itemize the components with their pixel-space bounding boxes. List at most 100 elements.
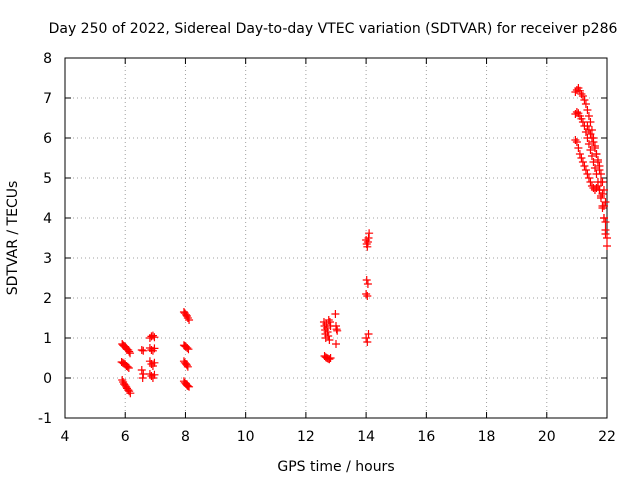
y-tick-label-3: 2 <box>43 291 52 307</box>
data-point-0-109 <box>577 90 586 98</box>
data-point-0-16 <box>118 376 127 384</box>
data-point-0-178 <box>595 162 604 170</box>
data-point-0-111 <box>580 96 589 104</box>
data-point-0-97 <box>365 229 374 238</box>
y-tick-label-0: -1 <box>38 411 52 427</box>
data-point-0-26 <box>139 346 148 355</box>
x-tick-label-4: 12 <box>297 429 315 445</box>
data-point-0-99 <box>363 280 372 288</box>
x-tick-label-5: 14 <box>357 429 375 445</box>
data-point-0-148 <box>603 242 611 250</box>
data-point-0-154 <box>578 158 587 166</box>
data-point-0-180 <box>598 178 607 186</box>
data-point-0-125 <box>601 218 610 226</box>
y-tick-label-8: 7 <box>43 91 52 107</box>
data-point-0-60 <box>182 361 191 370</box>
plot-frame <box>64 57 608 419</box>
y-tick-label-7: 6 <box>43 131 52 147</box>
y-tick-label-5: 4 <box>43 211 52 227</box>
y-tick-label-2: 1 <box>43 331 52 347</box>
data-point-0-179 <box>596 170 605 178</box>
data-point-0-152 <box>575 150 584 158</box>
data-point-0-156 <box>581 166 590 174</box>
data-point-0-33 <box>150 333 159 342</box>
data-point-0-76 <box>324 332 333 340</box>
y-tick-label-9: 8 <box>43 51 52 67</box>
data-point-0-168 <box>599 214 608 222</box>
data-point-0-75 <box>323 328 332 336</box>
x-tick-label-2: 8 <box>181 429 190 445</box>
x-tick-label-7: 18 <box>478 429 496 445</box>
chart-title: Day 250 of 2022, Sidereal Day-to-day VTE… <box>49 21 618 37</box>
data-point-0-153 <box>577 154 586 162</box>
data-point-0-175 <box>590 144 599 152</box>
data-point-0-15 <box>124 364 133 372</box>
data-point-0-61 <box>183 362 192 371</box>
data-point-0-78 <box>325 336 334 344</box>
data-point-0-151 <box>574 144 583 152</box>
data-point-0-86 <box>326 354 335 362</box>
data-point-0-74 <box>322 324 331 332</box>
y-tick-label-1: 0 <box>43 371 52 387</box>
data-point-0-67 <box>185 382 194 391</box>
data-point-0-150 <box>572 138 581 146</box>
data-point-0-170 <box>583 122 592 130</box>
data-point-0-101 <box>363 292 372 300</box>
x-tick-label-8: 20 <box>538 429 556 445</box>
data-point-0-100 <box>362 290 371 298</box>
data-point-0-166 <box>596 192 605 200</box>
data-point-0-25 <box>137 346 146 354</box>
data-point-0-155 <box>580 162 589 170</box>
x-tick-label-1: 6 <box>121 429 130 445</box>
data-point-0-174 <box>589 138 598 146</box>
data-point-0-110 <box>578 92 587 100</box>
data-point-0-158 <box>584 174 593 182</box>
data-point-0-182 <box>601 198 610 206</box>
data-point-0-112 <box>581 100 590 108</box>
data-point-0-91 <box>332 340 340 348</box>
data-point-0-171 <box>584 126 593 134</box>
data-point-0-104 <box>364 330 373 338</box>
data-point-0-94 <box>363 242 372 251</box>
data-point-0-66 <box>183 382 192 390</box>
data-point-0-103 <box>363 338 372 346</box>
data-point-0-159 <box>586 178 595 186</box>
data-point-0-157 <box>583 170 592 178</box>
data-point-0-177 <box>593 156 602 164</box>
data-point-0-114 <box>584 112 593 120</box>
data-point-0-41 <box>150 358 159 367</box>
data-point-0-90 <box>333 326 342 335</box>
x-axis-label: GPS time / hours <box>277 459 394 475</box>
data-point-0-176 <box>592 150 601 158</box>
data-point-0-181 <box>599 186 608 194</box>
data-point-0-45 <box>150 370 159 379</box>
data-point-0-173 <box>587 134 596 142</box>
data-point-0-37 <box>150 344 159 353</box>
data-point-0-139 <box>589 158 598 166</box>
y-tick-label-6: 5 <box>43 171 52 187</box>
data-point-0-85 <box>325 355 334 364</box>
data-point-0-24 <box>126 389 135 398</box>
data-point-0-98 <box>362 276 371 284</box>
data-point-0-95 <box>363 238 372 246</box>
data-point-0-51 <box>185 316 194 324</box>
data-point-0-55 <box>183 344 192 352</box>
data-point-0-126 <box>603 234 611 242</box>
data-point-0-138 <box>587 152 596 160</box>
data-point-0-137 <box>586 146 595 154</box>
data-point-0-56 <box>184 345 193 354</box>
data-point-0-172 <box>586 130 595 138</box>
x-tick-label-6: 16 <box>417 429 435 445</box>
x-tick-label-0: 4 <box>61 429 70 445</box>
x-tick-label-9: 22 <box>598 429 616 445</box>
data-point-0-149 <box>571 136 580 144</box>
data-point-0-7 <box>125 347 134 356</box>
data-point-0-29 <box>138 374 147 382</box>
y-axis-label: SDTVAR / TECUs <box>5 181 21 296</box>
data-point-0-77 <box>324 316 333 324</box>
data-point-0-27 <box>137 366 146 374</box>
data-point-0-23 <box>125 387 134 396</box>
data-point-0-132 <box>578 118 587 126</box>
data-points <box>117 84 611 398</box>
